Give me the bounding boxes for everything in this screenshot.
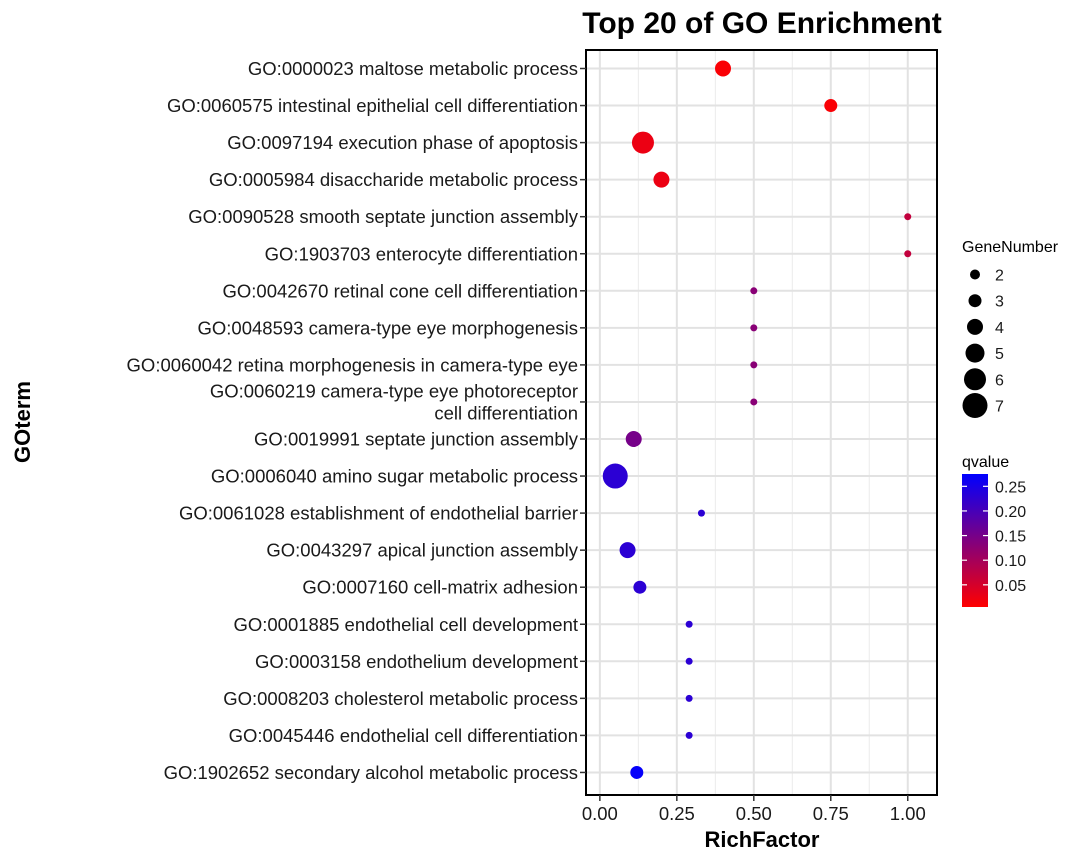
color-legend-label: 0.05: [995, 578, 1026, 595]
data-point: [824, 99, 838, 113]
grid-minor: [637, 50, 870, 795]
y-tick-label: GO:0003158 endothelium development: [255, 651, 578, 672]
y-tick-label: GO:0007160 cell-matrix adhesion: [302, 577, 578, 598]
size-legend-label: 3: [995, 294, 1004, 311]
size-legend-label: 6: [995, 372, 1004, 389]
y-tick-label: GO:0061028 establishment of endothelial …: [179, 503, 578, 524]
size-legend-label: 7: [995, 399, 1004, 416]
plot-panel: [586, 50, 937, 795]
size-legend-dot: [962, 393, 988, 418]
y-tick-label: GO:0043297 apical junction assembly: [266, 540, 578, 561]
color-legend-bar: [962, 474, 988, 607]
x-axis-title: RichFactor: [705, 827, 820, 852]
color-legend-label: 0.15: [995, 529, 1026, 546]
color-legend-label: 0.20: [995, 504, 1026, 521]
data-point: [633, 580, 647, 594]
y-tick-label: GO:0045446 endothelial cell differentiat…: [229, 725, 578, 746]
data-point: [904, 213, 912, 221]
data-point: [750, 361, 758, 369]
size-legend-label: 5: [995, 346, 1004, 363]
data-point: [653, 171, 670, 188]
data-point: [685, 657, 693, 665]
color-legend-label: 0.25: [995, 479, 1026, 496]
y-tick-label: GO:0005984 disaccharide metabolic proces…: [209, 169, 578, 190]
data-point: [630, 765, 644, 779]
y-tick-label: GO:1902652 secondary alcohol metabolic p…: [164, 762, 578, 783]
size-legend: GeneNumber 2 3 4 5 6 7: [962, 239, 1059, 418]
y-tick-label: GO:0090528 smooth septate junction assem…: [188, 206, 579, 227]
x-axis-ticks: 0.00 0.25 0.50 0.75 1.00: [582, 795, 926, 824]
y-tick-label: GO:0000023 maltose metabolic process: [248, 58, 578, 79]
data-point: [619, 542, 636, 559]
x-tick-label: 0.25: [659, 803, 695, 824]
size-legend-dot: [970, 269, 980, 280]
grid-major: [586, 50, 937, 795]
x-tick-label: 0.50: [736, 803, 772, 824]
size-legend-title: GeneNumber: [962, 239, 1059, 256]
x-tick-label: 0.00: [582, 803, 618, 824]
data-point: [750, 287, 758, 295]
size-legend-dot: [965, 343, 985, 363]
data-point: [697, 509, 705, 517]
data-point: [602, 463, 628, 489]
size-legend-dot: [968, 294, 982, 308]
y-tick-label: GO:0019991 septate junction assembly: [254, 429, 579, 450]
y-tick-label: cell differentiation: [434, 402, 578, 423]
y-tick-label: GO:0060219 camera-type eye photoreceptor: [210, 380, 578, 401]
data-point: [904, 250, 912, 258]
data-point: [750, 398, 758, 406]
data-points: [602, 60, 912, 779]
y-tick-label: GO:0006040 amino sugar metabolic process: [211, 466, 578, 487]
data-point: [685, 620, 693, 628]
data-point: [625, 431, 642, 447]
data-point: [685, 731, 693, 739]
y-tick-label: GO:0097194 execution phase of apoptosis: [227, 132, 578, 153]
data-point: [715, 60, 732, 77]
color-legend-label: 0.10: [995, 553, 1026, 570]
y-axis-ticks: GO:0000023 maltose metabolic process GO:0…: [127, 58, 586, 783]
size-legend-label: 2: [995, 268, 1004, 285]
size-legend-dot: [967, 318, 983, 335]
y-tick-label: GO:0048593 camera-type eye morphogenesis: [198, 317, 579, 338]
y-tick-label: GO:0001885 endothelial cell development: [233, 614, 578, 635]
x-tick-label: 1.00: [890, 803, 926, 824]
y-tick-label: GO:1903703 enterocyte differentiation: [265, 243, 578, 264]
chart-title: Top 20 of GO Enrichment: [582, 7, 941, 40]
y-tick-label: GO:0060575 intestinal epithelial cell di…: [167, 95, 578, 116]
size-legend-dot: [964, 368, 986, 391]
y-tick-label: GO:0008203 cholesterol metabolic process: [223, 688, 578, 709]
plot-border: [585, 49, 938, 796]
y-tick-label: GO:0060042 retina morphogenesis in camer…: [127, 354, 578, 375]
x-tick-label: 0.75: [813, 803, 849, 824]
color-legend-title: qvalue: [962, 454, 1009, 471]
y-axis-title: GOterm: [10, 381, 35, 463]
y-tick-label: GO:0042670 retinal cone cell differentia…: [222, 280, 578, 301]
data-point: [631, 131, 654, 154]
data-point: [685, 694, 693, 702]
size-legend-label: 4: [995, 320, 1004, 337]
data-point: [750, 324, 758, 332]
color-legend: qvalue 0.05 0.10 0.15 0.20 0.25: [962, 454, 1026, 607]
